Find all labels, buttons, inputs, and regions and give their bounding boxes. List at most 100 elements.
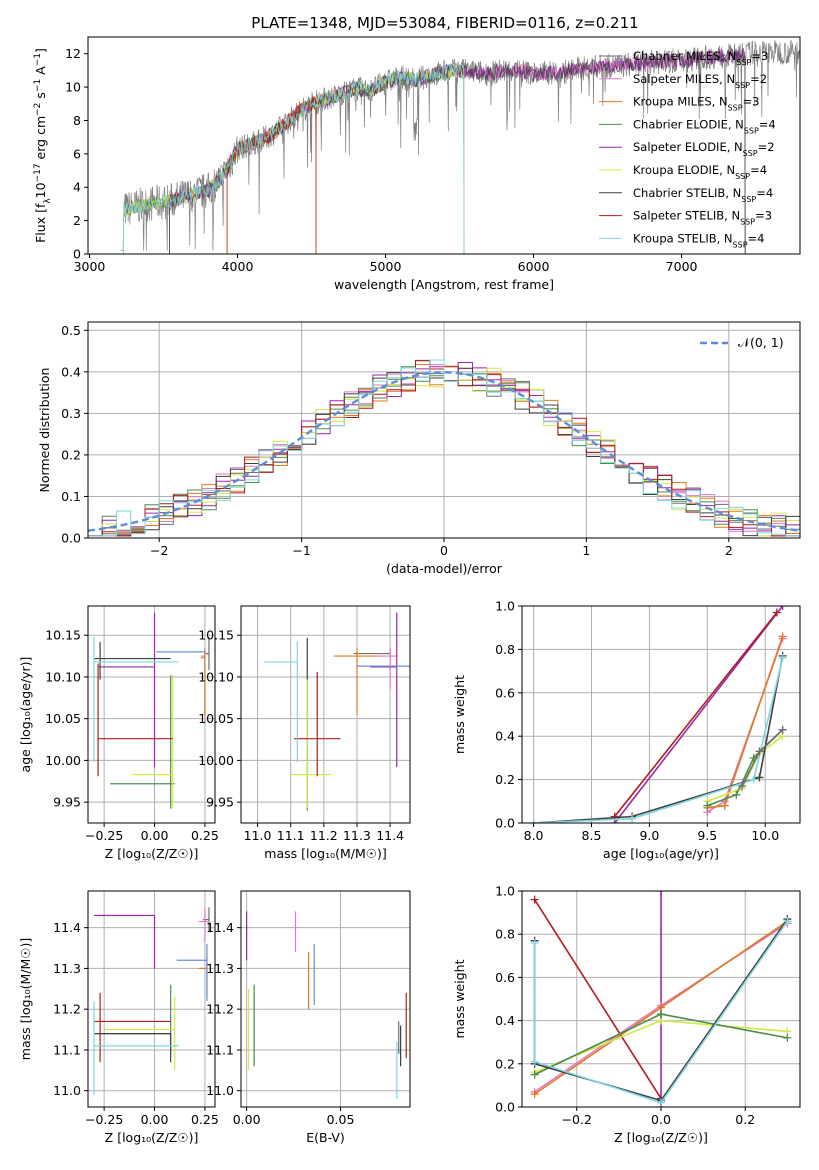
y-tick-label: 0 — [73, 247, 81, 262]
legend-sub: SSP — [735, 80, 750, 89]
errorbar-point — [198, 909, 209, 942]
model-spectrum-8 — [123, 63, 465, 254]
y-tick-label: 9.95 — [206, 795, 234, 810]
x-tick-label: −2 — [150, 543, 168, 558]
errorbar-point — [132, 674, 174, 808]
y-axis-label: Flux [fλ10−17 erg cm−2 s−1 A−1] — [33, 48, 53, 243]
y-tick-label: 0.4 — [61, 364, 81, 379]
axes-frame — [87, 605, 216, 824]
legend-model: Kroupa STELIB, N — [633, 231, 733, 245]
weight-line-4 — [707, 735, 784, 803]
y-label-part: s — [33, 92, 48, 103]
y-tick-label: 6 — [73, 146, 81, 161]
y-tick-label: 9.95 — [53, 795, 81, 810]
errorbar-point — [110, 675, 175, 809]
legend-count: =3 — [755, 209, 772, 223]
weight-marker — [530, 938, 539, 947]
legend-count: =2 — [750, 72, 767, 86]
x-tick-label: 2 — [725, 543, 733, 558]
errorbar-point — [204, 636, 210, 671]
y-tick-label: 11.0 — [53, 1083, 81, 1098]
errorbar-point — [370, 612, 398, 768]
errorbar-point — [200, 649, 206, 717]
x-axis-label: E(B-V) — [306, 1130, 345, 1145]
plot-area — [529, 606, 787, 823]
y-tick-label: 11.1 — [53, 1042, 81, 1057]
x-tick-label: 8.0 — [524, 828, 544, 843]
weight-marker — [628, 814, 637, 823]
y-tick-label: 8 — [73, 113, 81, 128]
errorbar-point — [294, 671, 341, 777]
y-tick-label: 0.8 — [495, 927, 515, 942]
x-tick-label: 11.3 — [343, 828, 371, 843]
weight-marker — [530, 895, 539, 904]
x-tick-label: 3000 — [74, 259, 106, 274]
legend-entry: Chabrier ELODIE, NSSP=4 — [633, 117, 776, 135]
axes-frame — [87, 36, 801, 255]
panels: 3000 4000 5000 6000 7000024681012wavelength … — [18, 36, 801, 1145]
y-axis-label: mass [log₁₀(M/M☉)] — [18, 938, 33, 1060]
panel-spectrum: 3000 4000 5000 6000 7000 0 2 4 6 8 10 12 wavelength … — [33, 36, 801, 292]
weight-line-0 — [533, 899, 662, 1099]
plot-area — [93, 612, 210, 809]
y-label-part: ] — [33, 48, 48, 53]
legend-count: =4 — [756, 186, 773, 200]
legend-entry: Chabrier STELIB, NSSP=4 — [633, 186, 773, 204]
errorbar-point — [202, 907, 210, 932]
weight-marker — [772, 608, 781, 617]
x-tick-label: 7000 — [666, 259, 698, 274]
x-axis-label: Z [log₁₀(Z/Z☉)] — [614, 1130, 708, 1145]
plot-area — [530, 891, 792, 1107]
y-axis-label: age [log₁₀(age/yr)] — [18, 657, 33, 773]
y-tick-label: 0.4 — [495, 729, 515, 744]
plot-area — [264, 612, 410, 811]
panel-mass-vs-Z: −0.25 0.00 0.25 11.0 11.1 11.2 11.3 11.4 Z [log₁… — [18, 890, 219, 1145]
axes-frame — [87, 890, 216, 1108]
legend-sub: SSP — [741, 194, 756, 203]
legend-model: Chabrier ELODIE, N — [633, 117, 744, 131]
weight-marker — [755, 773, 764, 782]
x-tick-label: 0.25 — [191, 828, 219, 843]
errorbar-point — [104, 996, 176, 1071]
axes-frame — [240, 605, 411, 824]
legend-entry: Kroupa ELODIE, NSSP=4 — [633, 163, 767, 181]
y-axis-label: mass weight — [452, 675, 467, 754]
panel-residuals: −2 −1 0 1 2 0.0 0.1 0.2 0.3 0.4 0.5 (data-model)/er… — [37, 321, 801, 576]
y-tick-label: 11.4 — [53, 920, 81, 935]
weight-line-7 — [533, 920, 789, 1104]
y-tick-label: 12 — [65, 46, 81, 61]
weight-marker — [738, 782, 747, 791]
legend-count: =2 — [758, 140, 775, 154]
errorbar-point — [94, 992, 171, 1063]
model-spectrum-5 — [123, 63, 465, 254]
legend-sub: SSP — [728, 103, 743, 112]
x-tick-label: 0.2 — [735, 1112, 755, 1127]
errorbar-point — [94, 1033, 172, 1063]
legend-model: Salpeter STELIB, N — [633, 209, 740, 223]
y-tick-label: 0.0 — [495, 816, 515, 831]
y-tick-label: 10.15 — [198, 628, 234, 643]
legend-count: =3 — [751, 49, 768, 63]
x-axis-label: Z [log₁₀(Z/Z☉)] — [105, 846, 199, 861]
x-tick-label: 1 — [582, 543, 590, 558]
y-tick-label: 10 — [65, 80, 81, 95]
y-tick-label: 11.0 — [206, 1083, 234, 1098]
gaussian-curve — [88, 371, 800, 532]
y-tick-label: 0.5 — [61, 323, 81, 338]
y-tick-label: 0.6 — [495, 685, 515, 700]
x-tick-label: 10.0 — [751, 828, 779, 843]
weight-marker — [720, 801, 729, 810]
weight-marker — [783, 1033, 792, 1042]
errorbar-point — [290, 674, 331, 808]
y-tick-label: 10.15 — [45, 628, 81, 643]
y-tick-label: 11.4 — [206, 920, 234, 935]
y-tick-label: 0.3 — [61, 406, 81, 421]
y-tick-label: 0.6 — [495, 970, 515, 985]
y-tick-label: 0.0 — [61, 531, 81, 546]
x-axis-label: mass [log₁₀(M/M☉)] — [264, 846, 386, 861]
y-axis-label: Normed distribution — [37, 368, 52, 493]
legend-sub: SSP — [744, 126, 759, 135]
weight-marker — [530, 1057, 539, 1066]
figure-title: PLATE=1348, MJD=53084, FIBERID=0116, z=0… — [251, 14, 638, 32]
